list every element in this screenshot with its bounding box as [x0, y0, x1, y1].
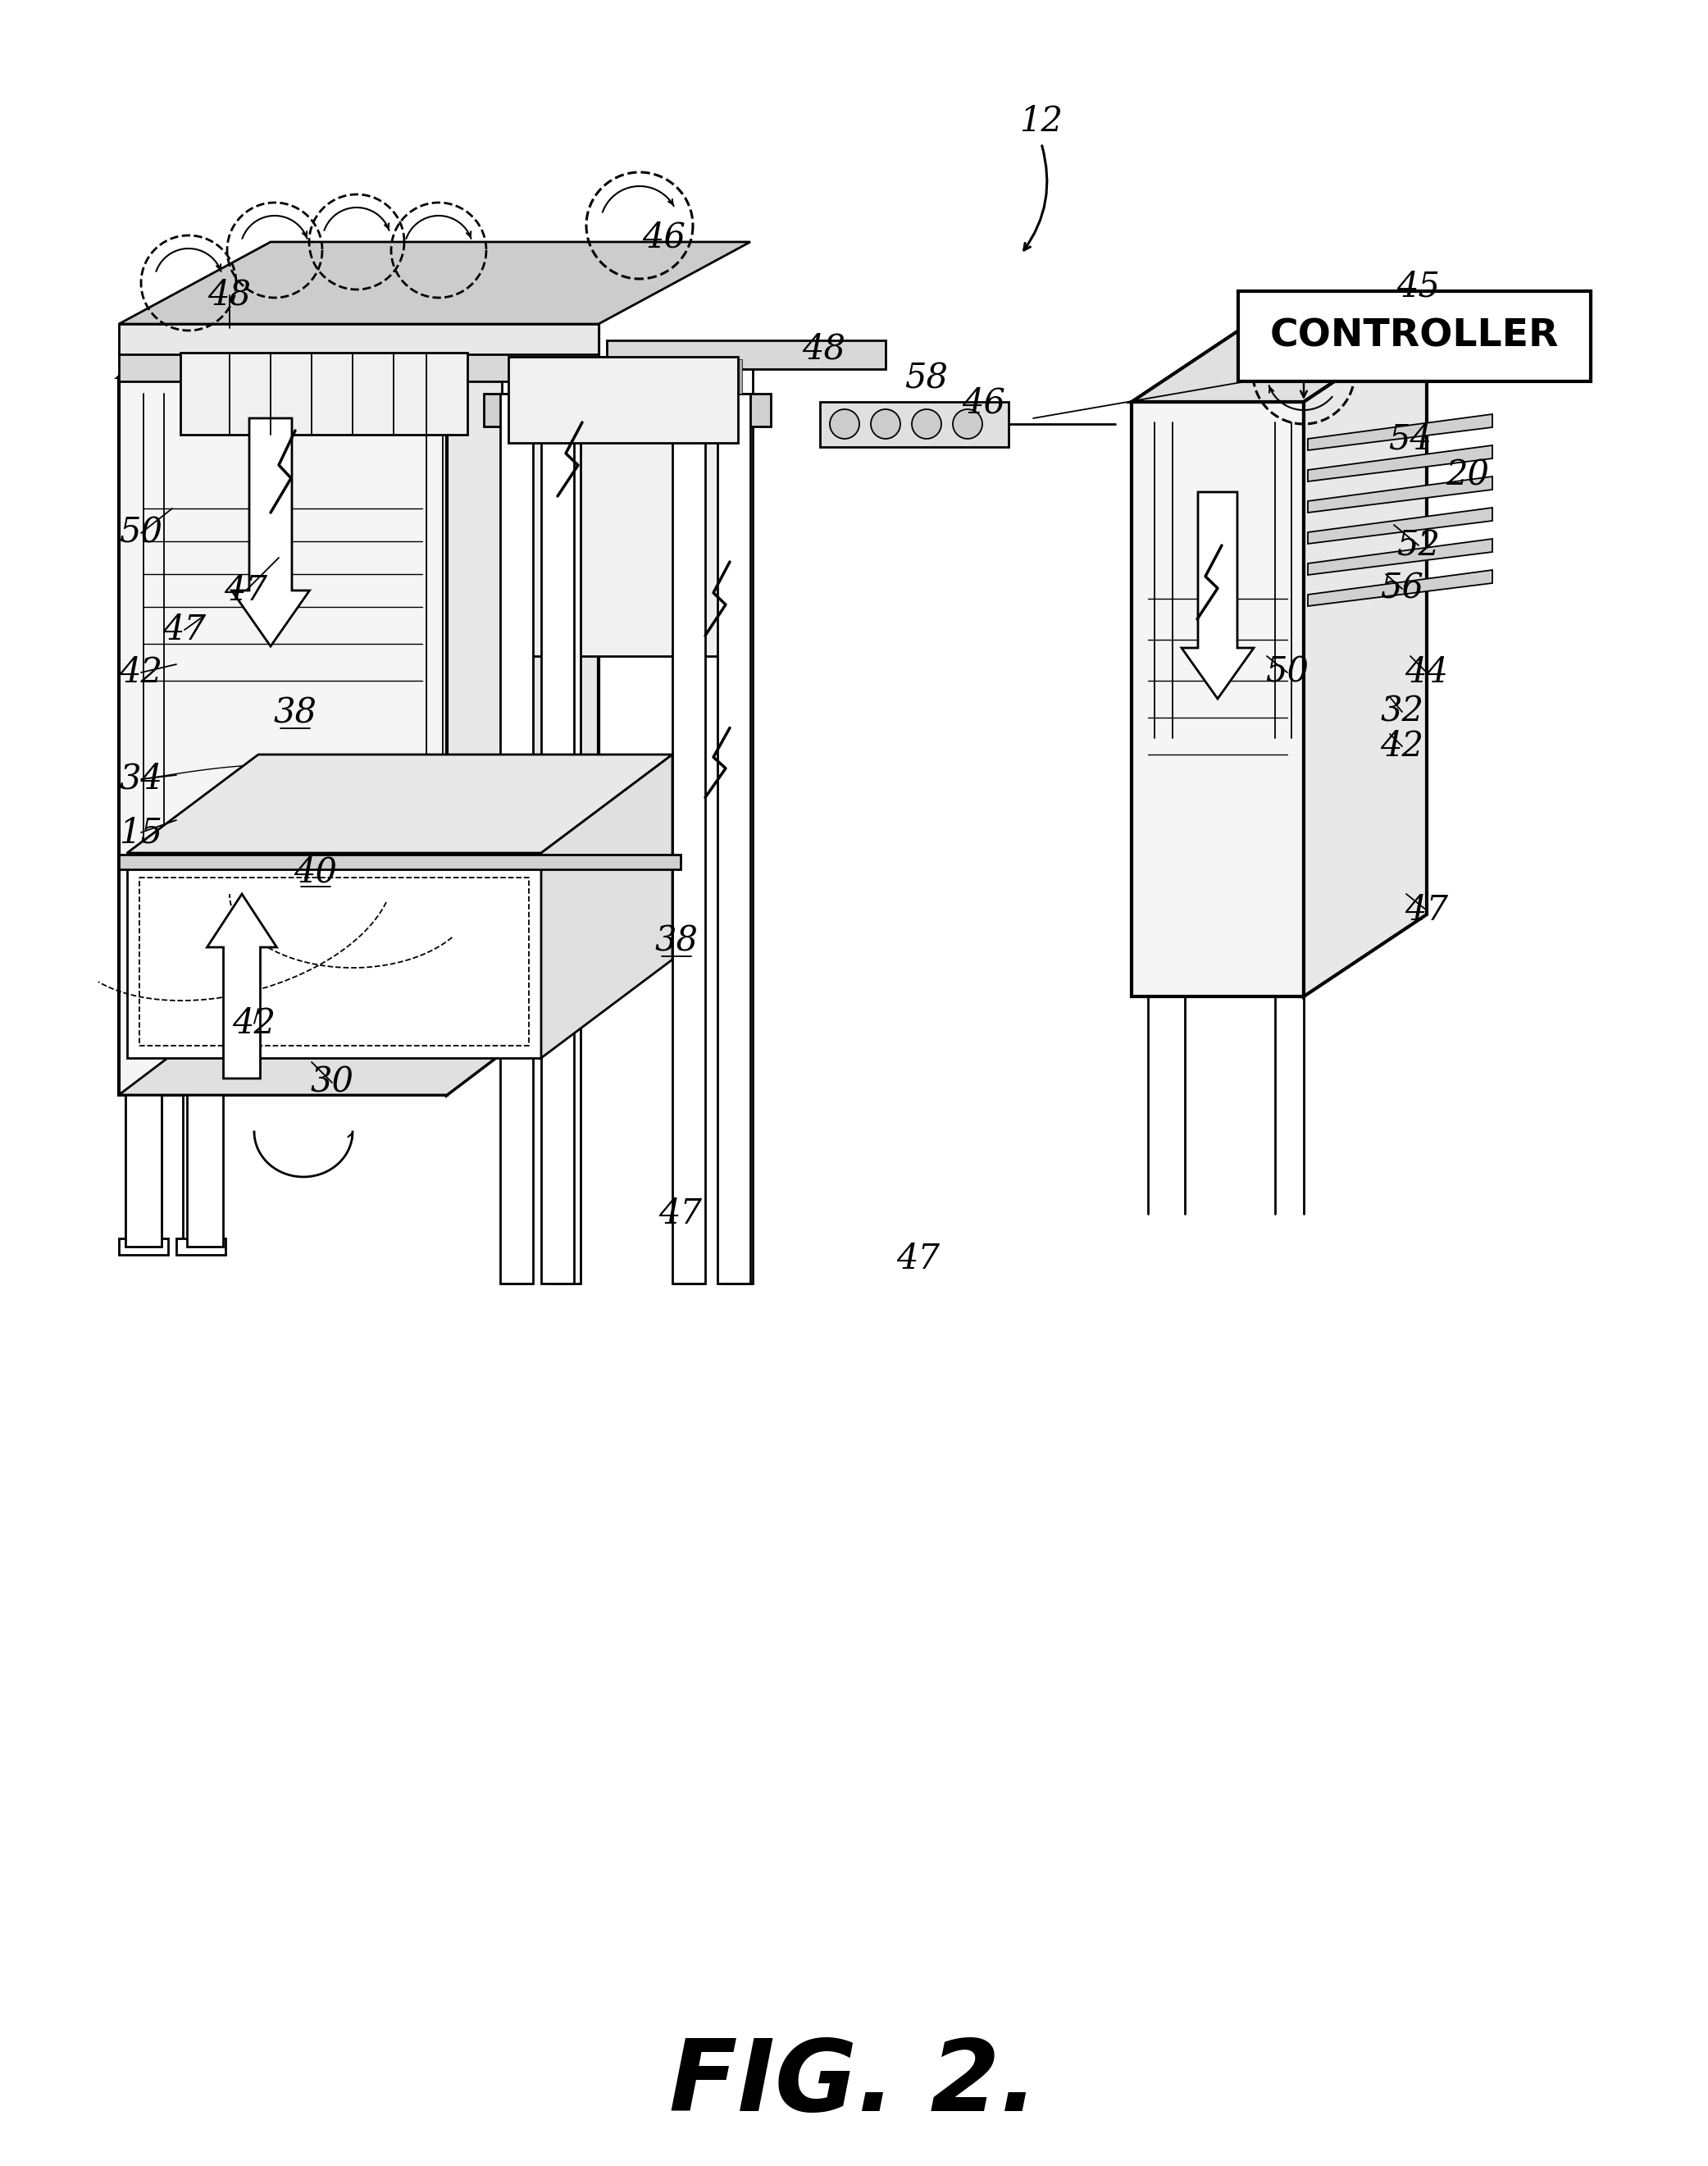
Text: 52: 52	[1397, 529, 1440, 563]
Polygon shape	[582, 360, 611, 394]
Polygon shape	[606, 340, 885, 368]
Polygon shape	[552, 344, 581, 1284]
Text: 46: 46	[642, 221, 687, 256]
Text: 30: 30	[311, 1066, 354, 1100]
Text: 47: 47	[897, 1241, 939, 1276]
Polygon shape	[550, 360, 577, 394]
Polygon shape	[1182, 492, 1254, 700]
Polygon shape	[125, 1094, 162, 1248]
Circle shape	[871, 409, 900, 440]
Polygon shape	[1303, 321, 1426, 996]
Text: 38: 38	[654, 925, 699, 960]
Polygon shape	[722, 344, 753, 1284]
Text: 20: 20	[1447, 459, 1489, 494]
Text: 47: 47	[659, 1196, 702, 1230]
Text: 32: 32	[1380, 695, 1424, 730]
Text: 42: 42	[232, 1007, 277, 1040]
Text: 46: 46	[962, 386, 1006, 420]
Text: 47: 47	[1406, 892, 1448, 927]
Polygon shape	[1308, 570, 1493, 606]
Circle shape	[830, 409, 859, 440]
Polygon shape	[183, 1094, 219, 1248]
Polygon shape	[120, 353, 598, 381]
Polygon shape	[207, 895, 277, 1079]
Text: 42: 42	[1380, 730, 1424, 765]
Polygon shape	[1308, 477, 1493, 513]
Polygon shape	[647, 360, 676, 394]
Polygon shape	[502, 344, 531, 1284]
Polygon shape	[120, 325, 598, 355]
Polygon shape	[447, 262, 598, 1094]
Polygon shape	[1308, 446, 1493, 481]
Text: 47: 47	[162, 613, 207, 648]
Polygon shape	[120, 377, 447, 1094]
Polygon shape	[186, 1094, 224, 1248]
Polygon shape	[1308, 539, 1493, 574]
Polygon shape	[504, 357, 750, 656]
Polygon shape	[232, 418, 309, 645]
Polygon shape	[120, 1239, 167, 1254]
Polygon shape	[126, 853, 541, 1057]
Text: 48: 48	[208, 277, 251, 312]
Polygon shape	[675, 344, 704, 1284]
Polygon shape	[717, 394, 750, 1284]
Polygon shape	[120, 979, 598, 1094]
Circle shape	[912, 409, 941, 440]
Text: 42: 42	[120, 656, 162, 689]
Text: 54: 54	[1389, 422, 1431, 457]
Polygon shape	[680, 360, 709, 394]
Polygon shape	[1308, 507, 1493, 544]
Polygon shape	[500, 394, 533, 1284]
Text: 50: 50	[120, 516, 162, 550]
Polygon shape	[1132, 321, 1426, 403]
Polygon shape	[541, 754, 673, 1057]
Polygon shape	[1308, 414, 1493, 451]
Polygon shape	[176, 1239, 225, 1254]
Text: 34: 34	[120, 762, 162, 797]
Polygon shape	[120, 262, 598, 377]
Text: 15: 15	[120, 814, 162, 849]
Text: 45: 45	[1397, 271, 1440, 303]
Polygon shape	[1132, 403, 1303, 996]
Text: 44: 44	[1406, 656, 1448, 689]
Polygon shape	[714, 360, 741, 394]
Text: 12: 12	[1020, 104, 1062, 139]
Text: 58: 58	[905, 362, 948, 396]
Polygon shape	[120, 856, 680, 869]
Polygon shape	[126, 754, 673, 853]
Polygon shape	[673, 394, 705, 1284]
Polygon shape	[181, 353, 468, 435]
Text: 56: 56	[1380, 572, 1424, 606]
Polygon shape	[820, 403, 1008, 446]
Text: 47: 47	[224, 574, 268, 609]
Polygon shape	[483, 394, 770, 427]
Text: 38: 38	[273, 695, 318, 730]
Text: CONTROLLER: CONTROLLER	[1271, 318, 1559, 355]
Polygon shape	[516, 360, 545, 394]
Polygon shape	[509, 357, 738, 442]
Polygon shape	[125, 1094, 162, 1248]
Text: FIG. 2.: FIG. 2.	[670, 2036, 1038, 2131]
Polygon shape	[615, 360, 644, 394]
Text: 50: 50	[1266, 656, 1308, 689]
FancyBboxPatch shape	[1238, 290, 1590, 381]
Polygon shape	[541, 394, 574, 1284]
Circle shape	[953, 409, 982, 440]
Text: 48: 48	[803, 331, 845, 366]
Text: 40: 40	[294, 856, 338, 888]
Polygon shape	[120, 243, 750, 325]
